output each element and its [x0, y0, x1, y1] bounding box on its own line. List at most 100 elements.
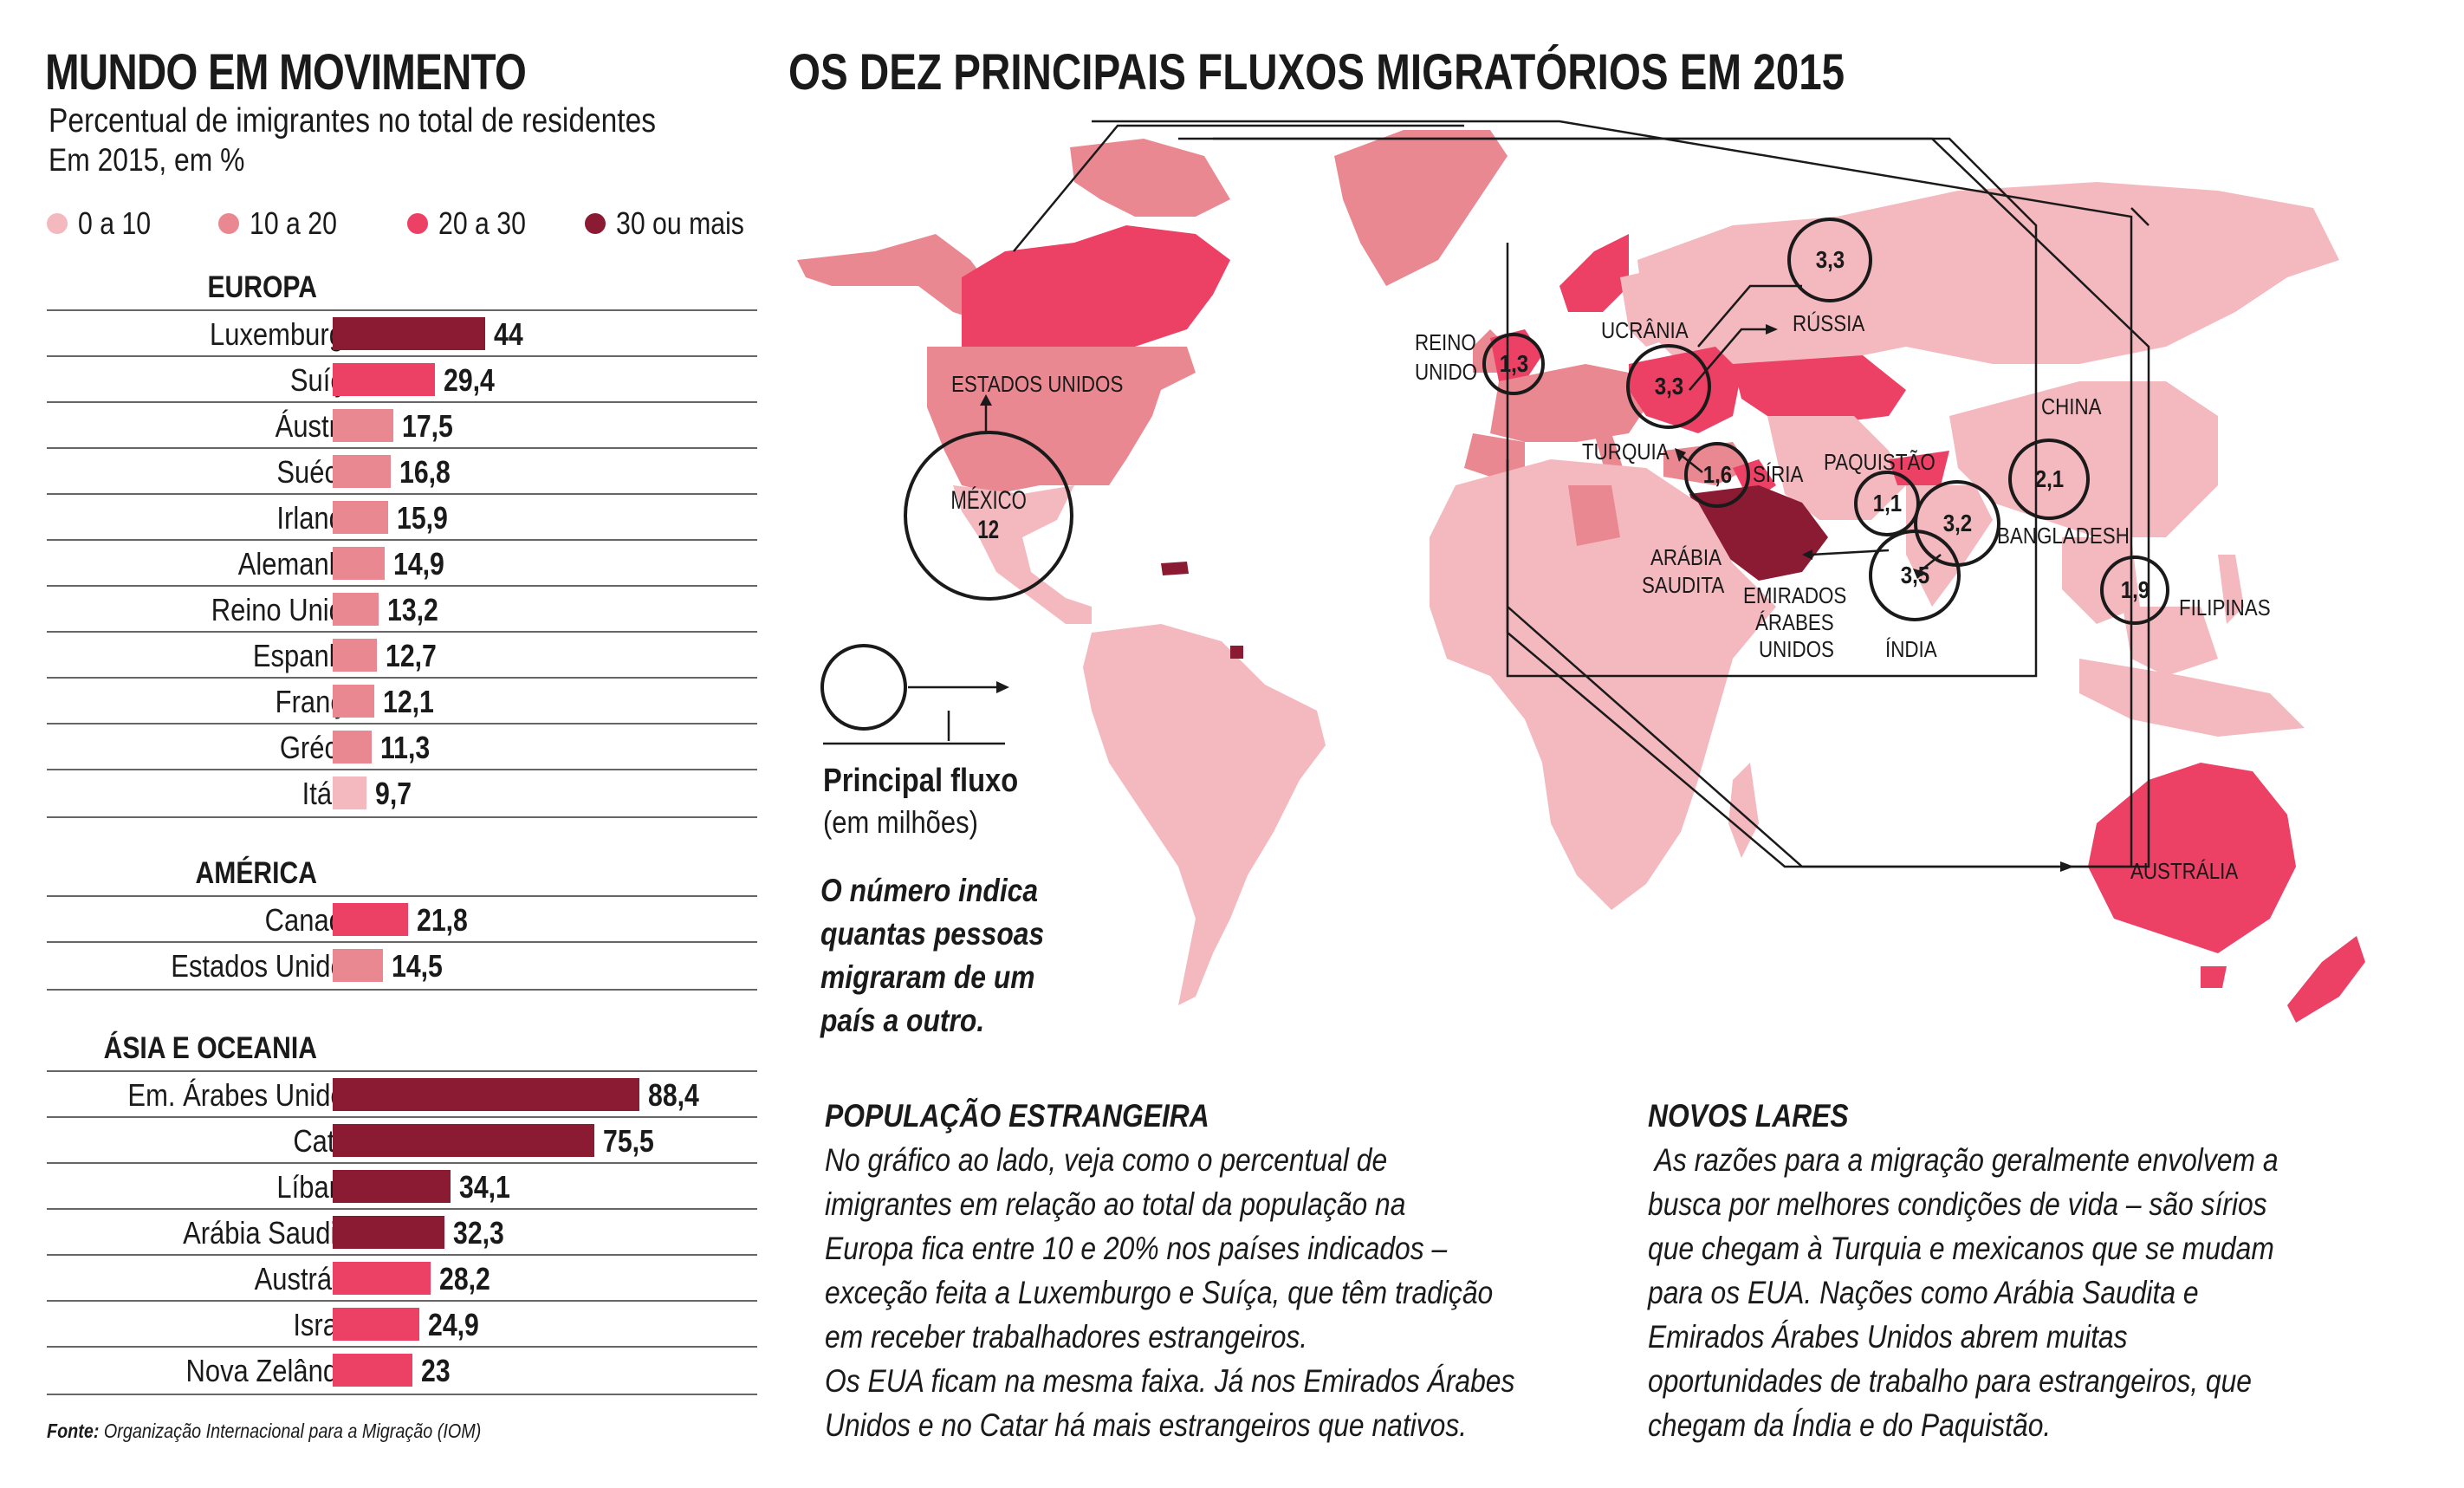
novos-lares-line: chegam da Índia e do Paquistão. [1648, 1407, 2052, 1443]
legend-item: 0 a 10 [47, 205, 165, 243]
legend-item: 20 a 30 [407, 205, 542, 243]
bar-label: Arábia Saudita [182, 1215, 359, 1251]
label-mexico: MÉXICO [950, 486, 1027, 515]
flow-circle-china: 2,1 [2008, 439, 2090, 520]
label-uae-3: UNIDOS [1759, 636, 1834, 662]
bar [333, 949, 383, 982]
key-note-line: país a outro. [820, 1003, 985, 1038]
novos-lares-line: As razões para a migração geralmente env… [1648, 1142, 2279, 1178]
map-title: OS DEZ PRINCIPAIS FLUXOS MIGRATÓRIOS EM … [788, 44, 1845, 101]
legend-label: 10 a 20 [250, 205, 337, 241]
label-uae-2: ÁRABES [1755, 609, 1834, 635]
label-india: ÍNDIA [1885, 636, 1937, 662]
section-title: EUROPA [207, 270, 317, 304]
flow-line-to-usa-1 [1013, 124, 1464, 252]
populacao-line: Unidos e no Catar há mais estrangeiros q… [825, 1407, 1468, 1443]
flow-frame-a [1092, 120, 2133, 868]
bar [333, 455, 392, 488]
text-novos-lares: NOVOS LARES As razões para a migração ge… [1648, 1094, 2279, 1447]
bar-value: 14,5 [392, 948, 443, 984]
bar-value: 15,9 [396, 500, 448, 536]
flow-frame-c [1507, 606, 2062, 868]
bar-value: 24,9 [427, 1307, 479, 1342]
source-label: Fonte: [47, 1420, 100, 1442]
bar-value: 75,5 [603, 1123, 654, 1159]
bar-value: 11,3 [380, 730, 431, 765]
arrow-head-key [996, 681, 1009, 693]
legend-label: 30 ou mais [616, 205, 744, 241]
label-china: CHINA [2041, 393, 2102, 419]
legend-item: 30 ou mais [585, 205, 768, 243]
key-note-line: quantas pessoas [820, 916, 1045, 952]
bar-row: Nova Zelândia 23 [47, 1346, 757, 1395]
key-note-line: migraram de um [820, 959, 1035, 995]
novos-lares-line: que chegam à Turquia e mexicanos que se … [1648, 1231, 2274, 1266]
bar [333, 547, 385, 580]
bar [333, 1216, 445, 1249]
label-uk-1: REINO [1415, 329, 1476, 355]
bar [333, 409, 393, 442]
label-saudi-1: ARÁBIA [1650, 544, 1722, 570]
bar-row: Luxemburgo 44 [47, 309, 757, 357]
bar-row: Áustria 17,5 [47, 401, 757, 449]
bar [333, 1078, 639, 1111]
map-landmass-africa [1430, 459, 1776, 910]
key-note: O número indica quantas pessoas migraram… [820, 869, 1044, 1043]
bar [333, 593, 379, 626]
left-title: MUNDO EM MOVIMENTO [45, 44, 527, 101]
bar [333, 731, 373, 763]
source-text: Organização Internacional para a Migraçã… [99, 1420, 482, 1442]
bar-row: Estados Unidos 14,5 [47, 941, 757, 991]
novos-lares-line: busca por melhores condições de vida – s… [1648, 1186, 2267, 1222]
flow-circle-pakistan: 1,1 [1854, 471, 1920, 536]
key-subtitle: (em milhões) [823, 804, 978, 840]
left-subtitle: Percentual de imigrantes no total de res… [49, 102, 657, 140]
flow-circle-mexico: MÉXICO 12 [904, 431, 1073, 601]
label-bangladesh: BANGLADESH [1997, 523, 2130, 549]
bar [333, 685, 375, 718]
bar-value: 17,5 [402, 408, 453, 444]
flow-circle-ukraine: 3,3 [1626, 344, 1711, 429]
arrow-head-turkey [1675, 448, 1686, 462]
source-note: Fonte: Organização Internacional para a … [47, 1420, 481, 1443]
bar-row: Canadá 21,8 [47, 895, 757, 943]
flow-circle-india: 3,5 [1869, 530, 1961, 621]
label-uae-1: EMIRADOS [1743, 582, 1847, 608]
bar-value: 21,8 [417, 902, 469, 938]
populacao-line: Os EUA ficam na mesma faixa. Já nos Emir… [825, 1363, 1515, 1399]
map-landmass-middle-east [1689, 485, 1828, 581]
bar-row: Alemanha 14,9 [47, 539, 757, 587]
flow-circle-uk: 1,3 [1482, 333, 1545, 395]
label-russia: RÚSSIA [1793, 310, 1865, 336]
bar-value: 12,1 [383, 684, 435, 719]
legend-label: 20 a 30 [438, 205, 526, 241]
bar [333, 317, 485, 350]
legend-item: 10 a 20 [218, 205, 353, 243]
arrow-head-uae [1802, 549, 1812, 560]
bar-value: 12,7 [385, 638, 437, 673]
bar-row: França 12,1 [47, 677, 757, 725]
populacao-line: No gráfico ao lado, veja como o percentu… [825, 1142, 1388, 1178]
bar [333, 1170, 451, 1203]
bar [333, 776, 366, 809]
key-title: Principal fluxo [823, 763, 1019, 799]
bar-value: 23 [421, 1353, 451, 1388]
bar-row: Austrália 28,2 [47, 1254, 757, 1302]
arrow-russia-ukraine [1697, 284, 1802, 348]
map-landmass-south-america [1083, 624, 1326, 1005]
bar [333, 1308, 419, 1341]
bar-row: Espanha 12,7 [47, 631, 757, 679]
label-philippines: FILIPINAS [2179, 595, 2271, 621]
novos-lares-line: oportunidades de trabalho para estrangei… [1648, 1363, 2253, 1399]
bar-value: 9,7 [374, 776, 412, 811]
label-syria: SÍRIA [1753, 461, 1804, 487]
bar-value: 32,3 [453, 1215, 505, 1251]
label-australia: AUSTRÁLIA [2130, 858, 2239, 884]
map-landmass-greenland [1334, 130, 1508, 286]
arrow-head-australia [2060, 861, 2074, 872]
arrow-head-russia [1766, 324, 1778, 335]
legend-swatch [47, 213, 68, 234]
novos-lares-line: para os EUA. Nações como Arábia Saudita … [1648, 1275, 2199, 1310]
bar [333, 639, 377, 672]
bar [333, 501, 388, 534]
